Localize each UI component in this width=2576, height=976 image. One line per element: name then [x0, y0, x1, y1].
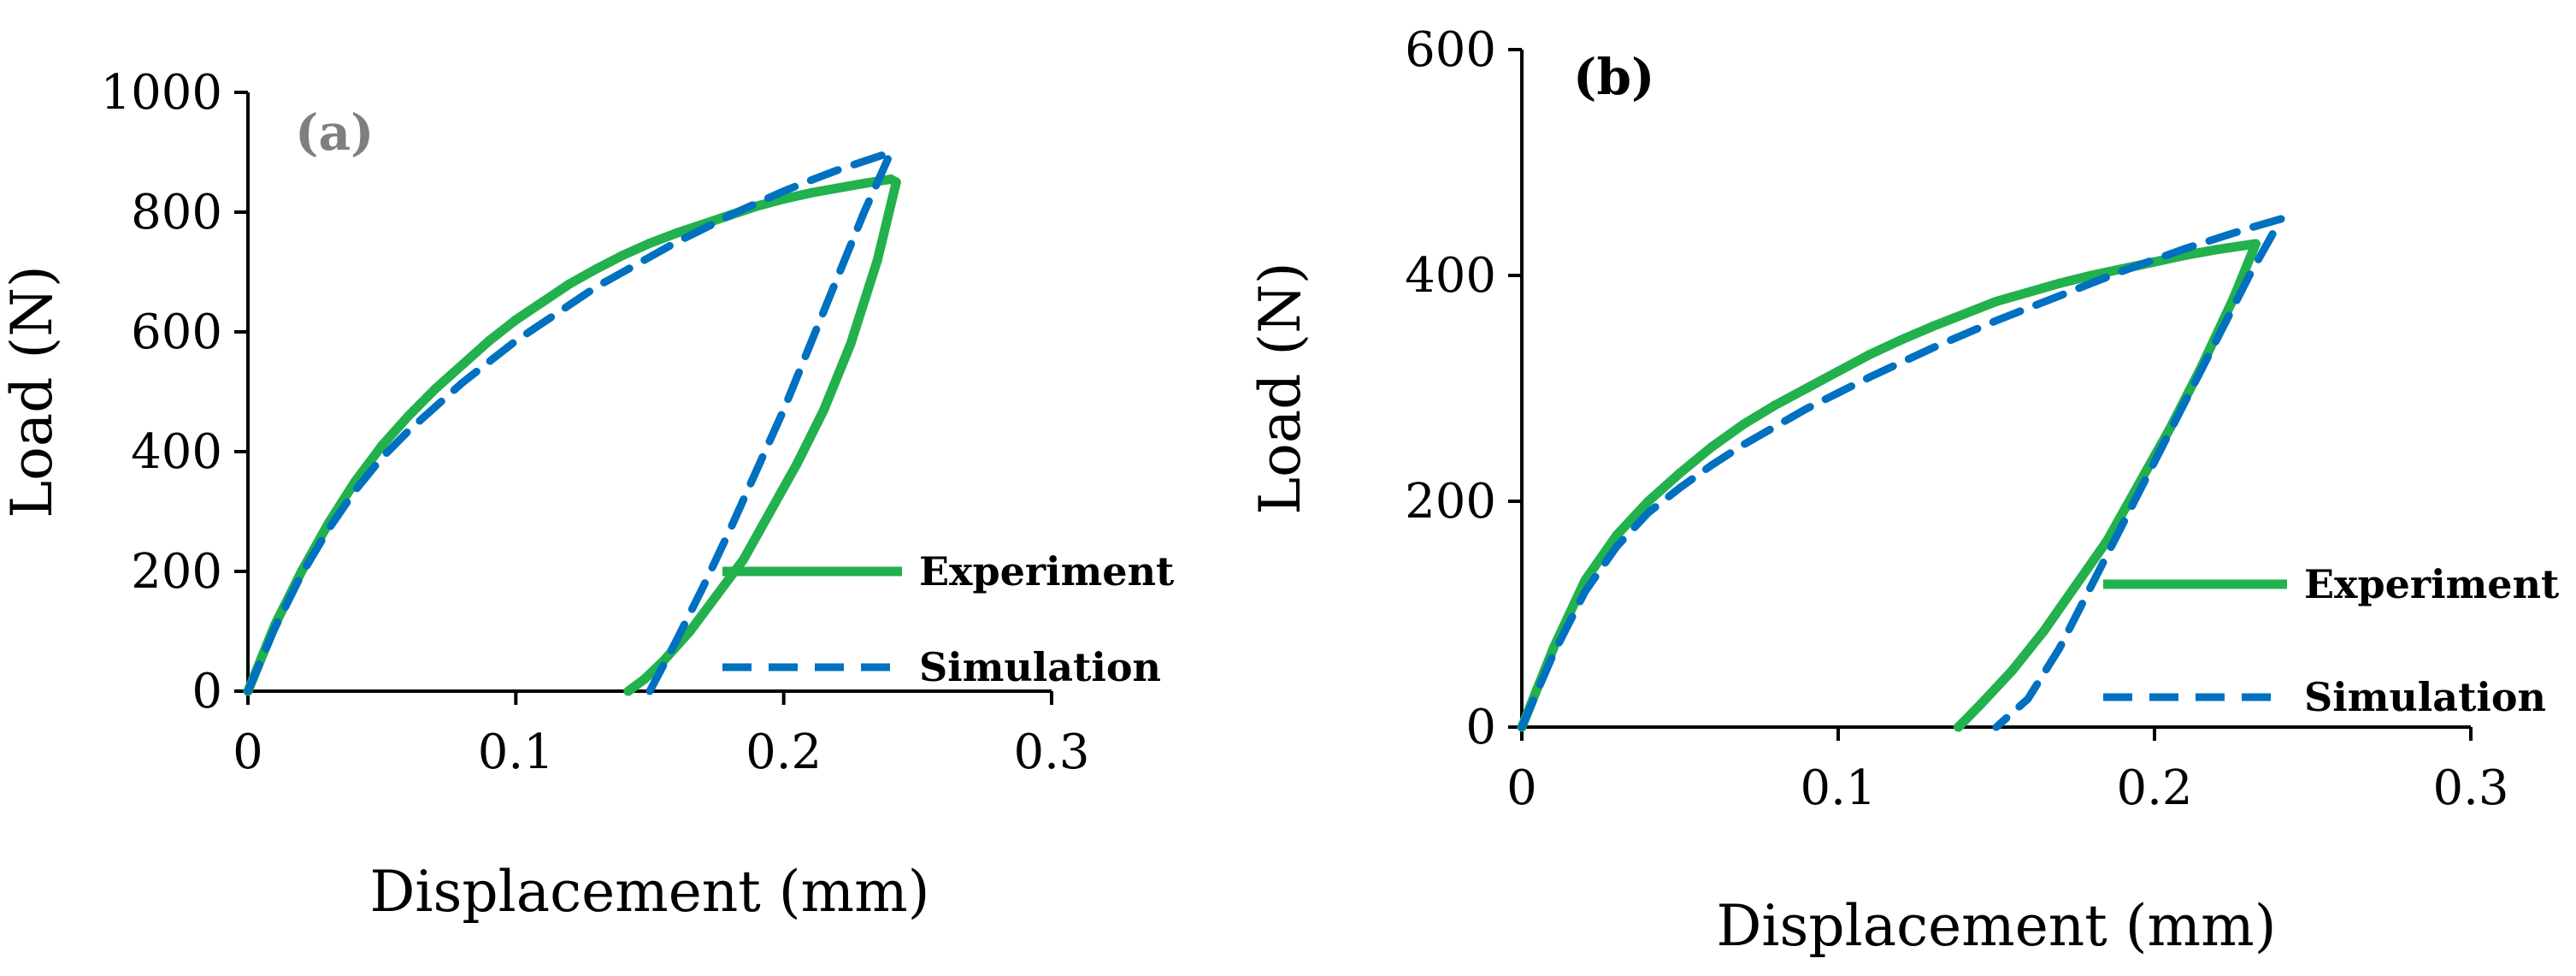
data-point-experiment — [623, 686, 634, 696]
x-tick-label: 0 — [233, 725, 263, 780]
data-point-experiment — [2023, 287, 2033, 298]
x-tick-label: 0.1 — [478, 725, 554, 780]
x-tick-label: 0.2 — [2116, 760, 2192, 816]
x-tick-label: 0.1 — [1800, 760, 1876, 816]
data-point-experiment — [891, 177, 901, 187]
panel-label: (a) — [295, 104, 374, 162]
x-tick-label: 0 — [1506, 760, 1537, 816]
data-point-experiment — [846, 339, 856, 349]
y-tick-label: 400 — [131, 424, 222, 480]
data-point-experiment — [510, 315, 521, 325]
x-tick-label: 0.3 — [1013, 725, 1089, 780]
data-point-experiment — [872, 255, 882, 265]
x-tick-label: 0.2 — [746, 725, 822, 780]
data-point-experiment — [1991, 296, 2001, 306]
data-point-experiment — [832, 183, 842, 193]
data-point-experiment — [1612, 530, 1622, 541]
data-point-experiment — [819, 405, 829, 415]
data-point-experiment — [297, 566, 307, 577]
x-axis-title: Displacement (mm) — [370, 859, 930, 925]
data-point-experiment — [2054, 278, 2065, 288]
data-point-experiment — [2007, 665, 2017, 676]
data-point-experiment — [1833, 366, 1843, 376]
y-tick-label: 600 — [1405, 22, 1496, 78]
y-axis-title: Load (N) — [0, 265, 65, 518]
data-point-experiment — [618, 250, 628, 260]
chart-panel-b: 0 200 400 600 0 0.1 0.2 0.3 Displacement (mm) Loa… — [1247, 22, 2560, 959]
data-point-experiment — [685, 626, 695, 636]
data-point-experiment — [645, 238, 655, 248]
y-tick-label: 600 — [131, 305, 222, 360]
data-point-experiment — [538, 297, 548, 307]
data-point-experiment — [640, 674, 650, 684]
data-point-experiment — [671, 228, 681, 238]
x-tick-label: 0.3 — [2432, 760, 2508, 816]
y-tick-label: 200 — [131, 544, 222, 600]
y-tick-label: 1000 — [100, 65, 222, 121]
panel-label: (b) — [1573, 48, 1654, 106]
legend-label-simulation: Simulation — [919, 644, 1161, 690]
data-point-experiment — [739, 554, 749, 565]
data-point-experiment — [2250, 239, 2261, 249]
data-point-experiment — [1954, 722, 1964, 732]
data-point-experiment — [1770, 400, 1780, 411]
data-point-experiment — [430, 384, 440, 393]
legend-label-experiment: Experiment — [2304, 561, 2560, 607]
data-point-experiment — [1675, 468, 1685, 478]
data-point-experiment — [457, 360, 468, 370]
data-point-experiment — [2071, 581, 2080, 591]
data-point-experiment — [1976, 700, 1985, 710]
data-point-experiment — [2213, 245, 2223, 255]
data-point-experiment — [1548, 643, 1559, 654]
y-tick-label: 0 — [1465, 700, 1496, 755]
data-point-experiment — [1643, 496, 1653, 506]
y-tick-label: 200 — [1405, 474, 1496, 529]
data-point-experiment — [377, 441, 387, 451]
data-point-experiment — [792, 458, 802, 469]
series-line-experiment — [243, 174, 901, 696]
data-point-experiment — [1865, 349, 1875, 359]
data-point-experiment — [1738, 419, 1748, 429]
data-point-experiment — [484, 336, 494, 346]
data-point-experiment — [711, 590, 722, 600]
legend-label-experiment: Experiment — [919, 548, 1175, 594]
y-tick-label: 0 — [192, 664, 222, 719]
data-point-experiment — [1960, 309, 1970, 319]
data-point-experiment — [859, 178, 869, 188]
data-point-experiment — [805, 188, 816, 198]
data-point-experiment — [404, 411, 414, 421]
legend-label-simulation: Simulation — [2304, 674, 2546, 720]
data-point-experiment — [2039, 626, 2048, 636]
chart-panel-a: 0 200 400 600 800 1000 0 0.1 0.2 0.3 Displacement … — [0, 65, 1175, 925]
data-point-experiment — [779, 194, 789, 204]
series-line-simulation — [1518, 215, 2285, 731]
data-point-experiment — [1928, 321, 1938, 331]
data-point-experiment — [1707, 442, 1717, 453]
data-point-experiment — [765, 506, 775, 517]
data-point-experiment — [564, 279, 575, 289]
y-tick-label: 800 — [131, 185, 222, 240]
data-point-experiment — [2086, 270, 2096, 281]
data-point-experiment — [1801, 383, 1812, 393]
x-axis-title: Displacement (mm) — [1717, 893, 2277, 959]
data-point-experiment — [591, 264, 601, 274]
series-line-experiment — [1517, 239, 2261, 732]
y-tick-label: 400 — [1405, 248, 1496, 304]
y-axis-title: Load (N) — [1247, 262, 1313, 514]
series-line-simulation — [244, 148, 895, 695]
data-point-experiment — [1896, 334, 1907, 345]
